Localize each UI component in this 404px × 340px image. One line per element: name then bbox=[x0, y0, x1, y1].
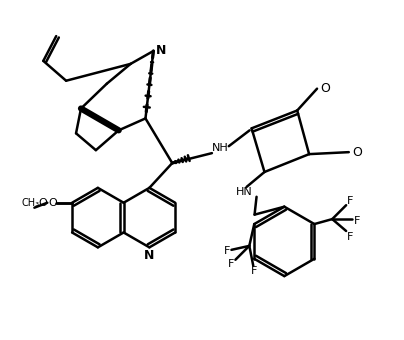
Text: F: F bbox=[354, 216, 360, 226]
Text: F: F bbox=[228, 259, 235, 269]
Text: F: F bbox=[347, 196, 353, 206]
Text: O: O bbox=[48, 198, 57, 208]
Text: N: N bbox=[144, 249, 155, 262]
Text: O: O bbox=[320, 82, 330, 95]
Text: NH: NH bbox=[211, 143, 228, 153]
Text: F: F bbox=[224, 246, 231, 256]
Text: N: N bbox=[156, 45, 166, 57]
Text: HN: HN bbox=[236, 187, 253, 197]
Text: O: O bbox=[38, 198, 47, 208]
Text: F: F bbox=[251, 266, 257, 276]
Text: F: F bbox=[347, 232, 353, 242]
Text: CH₃: CH₃ bbox=[21, 198, 40, 208]
Text: O: O bbox=[352, 146, 362, 159]
